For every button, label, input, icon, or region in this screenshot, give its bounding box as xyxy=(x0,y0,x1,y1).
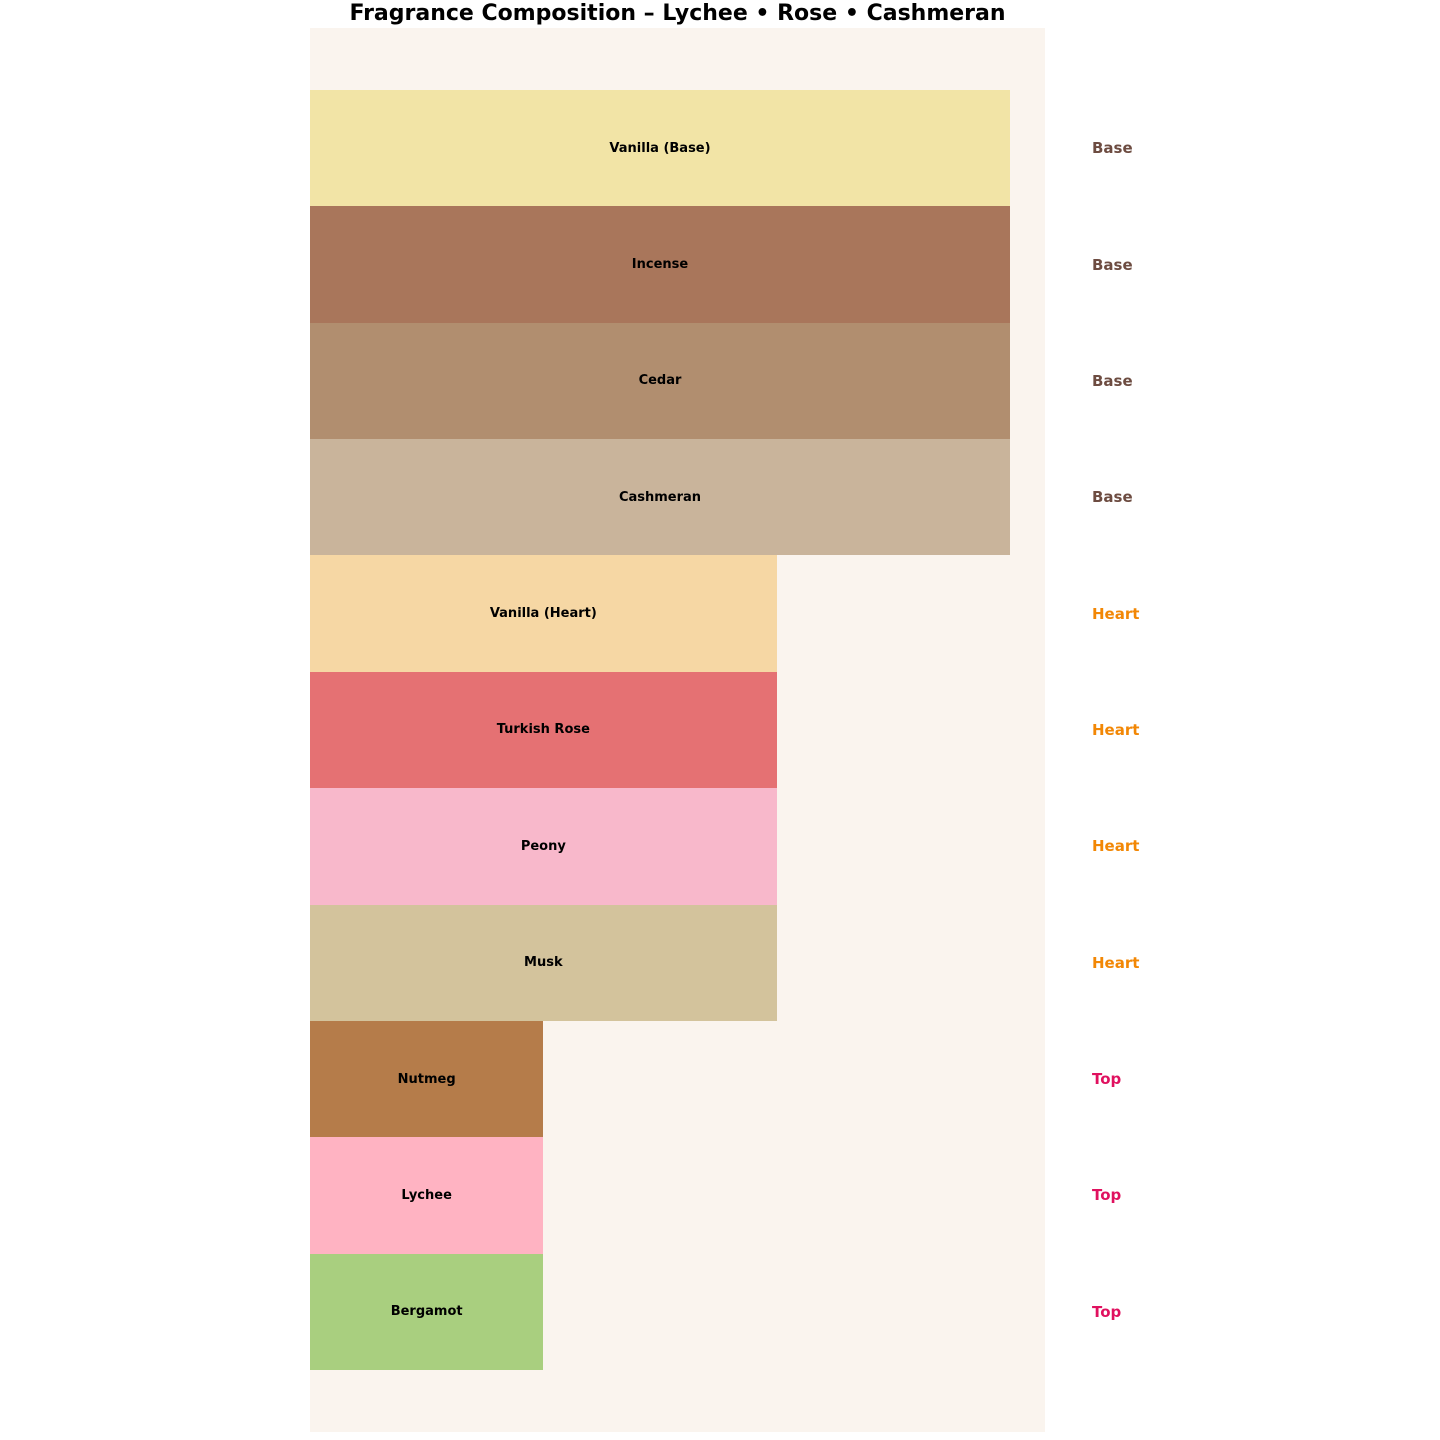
bar-label-musk: Musk xyxy=(524,955,563,971)
bar-cedar: Cedar xyxy=(310,322,1010,440)
tier-label-heart: Heart xyxy=(1092,721,1140,739)
tier-label-heart: Heart xyxy=(1092,953,1140,972)
bar-label-nutmeg: Nutmeg xyxy=(397,1071,456,1087)
bar-turkish-rose: Turkish Rose xyxy=(310,671,777,789)
chart-title: Fragrance Composition – Lychee • Rose • … xyxy=(349,1,1006,26)
tier-label-base: Base xyxy=(1092,139,1133,158)
bar-musk: Musk xyxy=(310,904,777,1021)
tier-label-heart: Heart xyxy=(1092,837,1140,856)
bar-label-lychee: Lychee xyxy=(401,1187,452,1203)
bar-label-peony: Peony xyxy=(520,838,566,854)
bar-label-bergamot: Bergamot xyxy=(390,1304,463,1320)
bar-label-cedar: Cedar xyxy=(638,373,682,389)
tier-label-base: Base xyxy=(1092,371,1133,390)
bar-nutmeg: Nutmeg xyxy=(310,1020,544,1138)
tier-label-base: Base xyxy=(1092,255,1133,274)
bar-cashmeran: Cashmeran xyxy=(310,439,1010,556)
bar-bergamot: Bergamot xyxy=(310,1253,544,1370)
tier-label-top: Top xyxy=(1092,1186,1122,1205)
tier-label-top: Top xyxy=(1092,1302,1122,1321)
bar-vanilla-heart: Vanilla (Heart) xyxy=(310,555,777,672)
bar-label-vanilla-base: Vanilla (Base) xyxy=(609,140,711,156)
tier-label-top: Top xyxy=(1092,1070,1122,1089)
bar-incense: Incense xyxy=(310,206,1010,323)
bar-label-cashmeran: Cashmeran xyxy=(618,489,702,505)
bar-lychee: Lychee xyxy=(310,1137,544,1254)
bar-label-turkish-rose: Turkish Rose xyxy=(496,722,590,738)
plot-area: Vanilla (Base) Incense Cedar Cashmeran Vanil… xyxy=(310,28,1045,1432)
bar-label-vanilla-heart: Vanilla (Heart) xyxy=(489,606,597,622)
bar-label-incense: Incense xyxy=(631,257,689,273)
bar-vanilla-base: Vanilla (Base) xyxy=(310,90,1010,207)
tier-label-heart: Heart xyxy=(1092,604,1140,623)
bar-peony: Peony xyxy=(310,788,777,905)
tier-label-base: Base xyxy=(1092,488,1133,507)
